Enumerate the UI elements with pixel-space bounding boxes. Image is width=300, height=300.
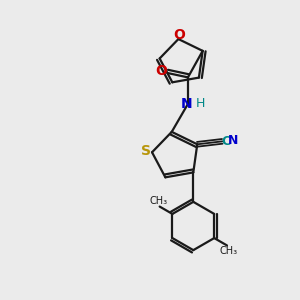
Text: N: N <box>181 98 192 112</box>
Text: C: C <box>221 135 230 148</box>
Text: O: O <box>173 28 185 42</box>
Text: S: S <box>141 144 151 158</box>
Text: CH₃: CH₃ <box>219 246 238 256</box>
Text: CH₃: CH₃ <box>149 196 167 206</box>
Text: H: H <box>196 98 205 110</box>
Text: N: N <box>228 134 239 147</box>
Text: O: O <box>155 64 167 79</box>
